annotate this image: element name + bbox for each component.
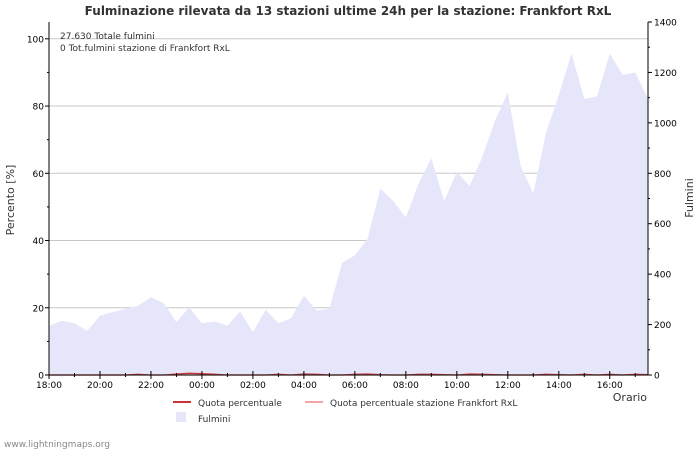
- x-tick-label-0000: 00:00: [189, 381, 215, 391]
- y-right-tick-label-800: 800: [654, 170, 671, 180]
- x-tick-label-2200: 22:00: [138, 381, 164, 391]
- x-tick-label-0800: 08:00: [393, 381, 419, 391]
- y-right-tick-label-600: 600: [654, 220, 671, 230]
- x-tick-label-1000: 10:00: [444, 381, 470, 391]
- y-right-tick-label-1000: 1000: [654, 119, 677, 129]
- y-right-tick-label-200: 200: [654, 321, 671, 331]
- x-tick-label-1600: 16:00: [597, 381, 623, 391]
- x-tick-label-1400: 14:00: [546, 381, 572, 391]
- x-tick-label-1200: 12:00: [495, 381, 521, 391]
- y-left-tick-label-20: 20: [33, 304, 45, 314]
- y-right-tick-label-1400: 1400: [654, 19, 677, 29]
- legend-label-fulmini: Fulmini: [198, 415, 230, 425]
- fulmini-area: [49, 53, 648, 375]
- x-tick-label-0400: 04:00: [291, 381, 317, 391]
- legend-label-quota-percentuale: Quota percentuale: [198, 399, 282, 409]
- y-left-tick-label-0: 0: [38, 372, 44, 382]
- y-left-tick-label-40: 40: [33, 237, 45, 247]
- legend-label-quota-stazione: Quota percentuale stazione Frankfort RxL: [330, 399, 517, 409]
- watermark-text: www.lightningmaps.org: [4, 440, 110, 450]
- x-tick-label-0600: 06:00: [342, 381, 368, 391]
- x-axis-label: Orario: [613, 391, 648, 404]
- legend: Quota percentuale Quota percentuale staz…: [173, 399, 517, 425]
- y-right-tick-label-0: 0: [654, 372, 660, 382]
- y-axis-left-label: Percento [%]: [4, 165, 17, 236]
- station-strikes-annotation: 0 Tot.fulmini stazione di Frankfort RxL: [60, 44, 230, 54]
- chart-title: Fulminazione rilevata da 13 stazioni ult…: [85, 4, 612, 18]
- y-axis-right-label: Fulmini: [683, 178, 696, 218]
- y-right-tick-label-400: 400: [654, 271, 671, 281]
- total-strikes-annotation: 27.630 Totale fulmini: [60, 32, 155, 42]
- x-tick-label-1800: 18:00: [36, 381, 62, 391]
- y-left-tick-label-60: 60: [33, 170, 45, 180]
- x-tick-label-0200: 02:00: [240, 381, 266, 391]
- x-tick-label-2000: 20:00: [87, 381, 113, 391]
- y-left-tick-label-80: 80: [33, 103, 45, 113]
- legend-swatch-fulmini: [176, 412, 186, 422]
- y-right-tick-label-1200: 1200: [654, 69, 677, 79]
- y-left-tick-label-100: 100: [27, 35, 44, 45]
